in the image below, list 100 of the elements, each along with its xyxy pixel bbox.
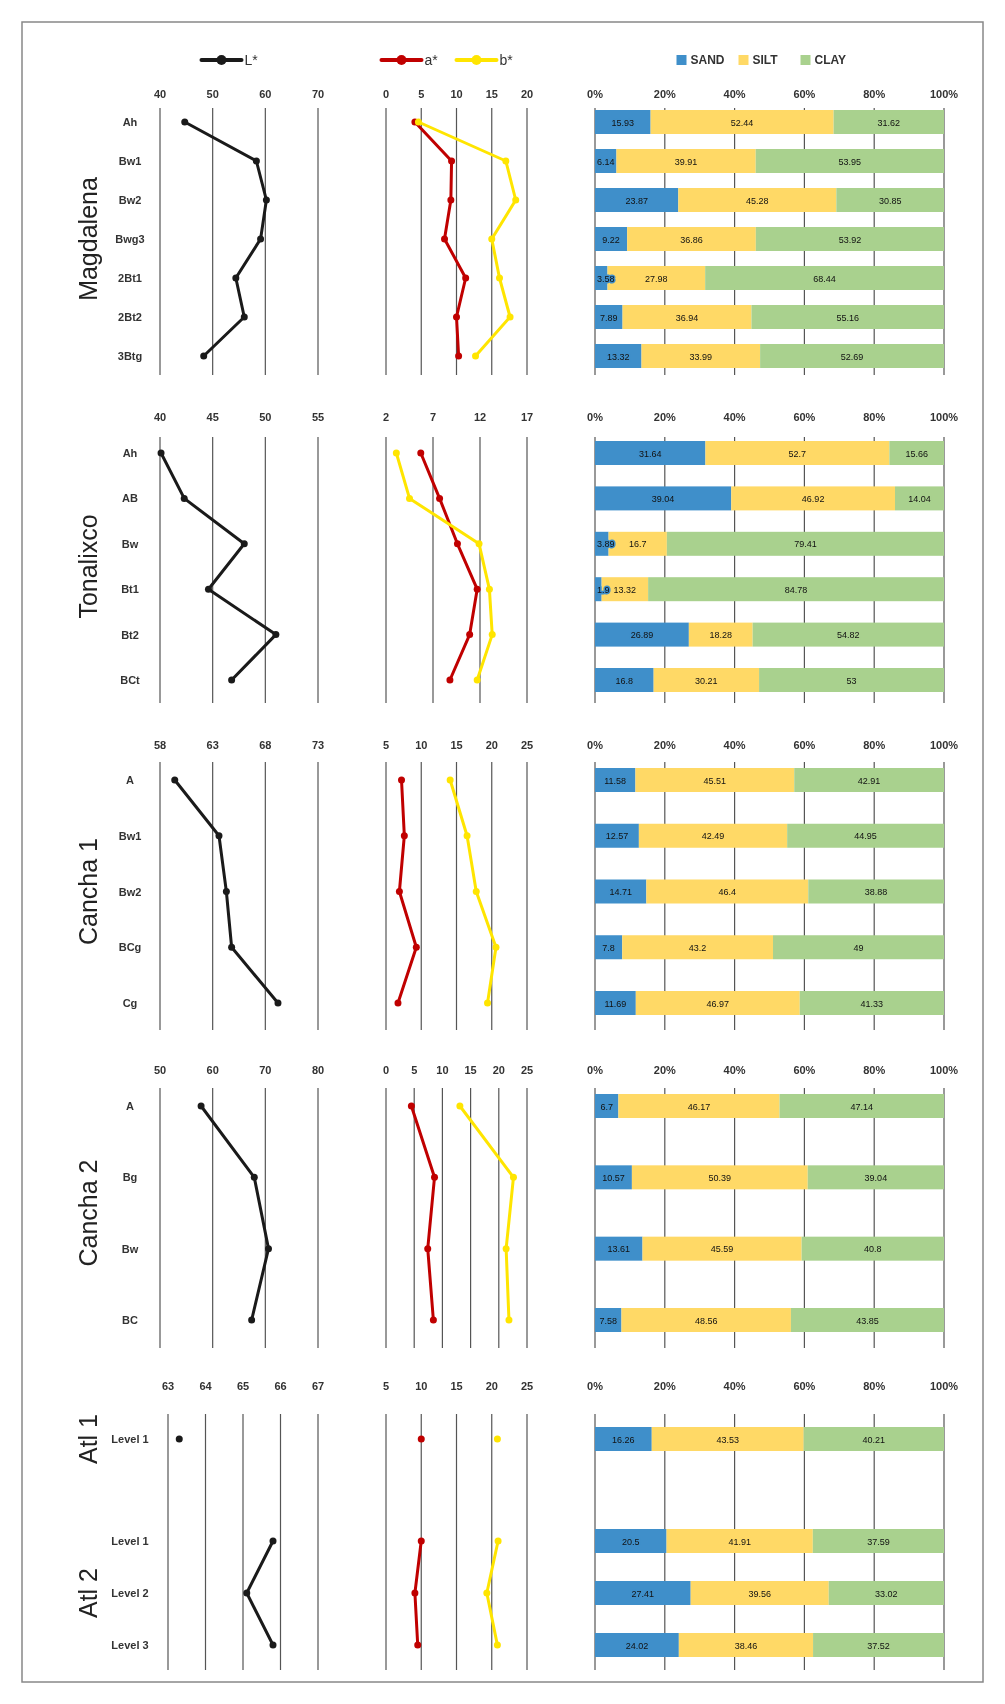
x-tick-label: 10 bbox=[450, 88, 463, 100]
y-tick-label: A bbox=[126, 1100, 135, 1112]
point bbox=[171, 776, 179, 784]
x-tick-label: 10 bbox=[436, 1064, 449, 1076]
bar bbox=[808, 879, 944, 904]
data-label: 55.16 bbox=[836, 312, 859, 323]
x-tick-label: 60% bbox=[793, 739, 816, 751]
x-tick-label: 5 bbox=[418, 88, 425, 100]
x-tick-label: 45 bbox=[206, 411, 219, 423]
x-tick-label: 40% bbox=[723, 1064, 746, 1076]
bar bbox=[635, 768, 795, 792]
x-tick-label: 40 bbox=[153, 88, 167, 100]
y-tick-label: Ah bbox=[122, 116, 138, 128]
data-label: 46.92 bbox=[801, 493, 825, 504]
data-label: 15.93 bbox=[611, 117, 635, 128]
data-label: 48.56 bbox=[694, 1315, 718, 1326]
x-tick-label: 0% bbox=[587, 88, 604, 100]
bar bbox=[799, 991, 944, 1015]
point bbox=[181, 118, 189, 126]
data-label: 40.8 bbox=[864, 1244, 882, 1255]
x-tick-label: 20% bbox=[653, 739, 677, 751]
data-label: 18.28 bbox=[709, 630, 733, 641]
y-tick-label: Bg bbox=[122, 1171, 138, 1184]
data-label: 16.26 bbox=[612, 1434, 635, 1445]
x-tick-label: 25 bbox=[520, 739, 534, 751]
data-label: 46.97 bbox=[706, 998, 730, 1009]
x-tick-label: 100% bbox=[929, 1064, 959, 1076]
x-tick-label: 58 bbox=[153, 739, 167, 751]
data-label: 33.02 bbox=[875, 1588, 898, 1599]
data-label: 11.69 bbox=[604, 998, 627, 1009]
x-tick-label: 0% bbox=[587, 1064, 604, 1076]
legend-label: SILT bbox=[752, 53, 779, 67]
data-label: 26.89 bbox=[630, 630, 654, 641]
y-tick-label: 2Bt2 bbox=[118, 311, 142, 323]
x-tick-label: 100% bbox=[929, 411, 959, 423]
data-label: 7.58 bbox=[599, 1315, 617, 1326]
y-tick-label: Level 1 bbox=[111, 1535, 149, 1547]
x-tick-label: 40% bbox=[723, 88, 746, 100]
point bbox=[431, 1173, 438, 1181]
x-tick-label: 0% bbox=[587, 411, 604, 423]
point bbox=[492, 943, 500, 951]
data-label: 30.21 bbox=[695, 675, 718, 686]
point bbox=[485, 585, 493, 593]
x-tick-label: 10 bbox=[415, 739, 428, 751]
data-label: 14.04 bbox=[908, 493, 931, 504]
point bbox=[392, 449, 400, 457]
y-tick-label: Bw2 bbox=[118, 194, 142, 206]
y-axis-title: Cancha 1 bbox=[74, 837, 102, 946]
data-label: 42.91 bbox=[857, 775, 881, 786]
x-tick-label: 64 bbox=[199, 1380, 213, 1392]
point bbox=[493, 1641, 501, 1649]
data-label: 49 bbox=[853, 942, 864, 953]
y-tick-label: Bw1 bbox=[118, 155, 142, 167]
bar bbox=[650, 110, 834, 134]
point bbox=[473, 585, 481, 593]
y-tick-label: Bt2 bbox=[121, 628, 139, 641]
point bbox=[406, 494, 413, 502]
data-label: 15.66 bbox=[905, 448, 928, 459]
bar bbox=[787, 823, 945, 848]
point bbox=[400, 832, 408, 840]
x-tick-label: 20 bbox=[485, 1380, 498, 1392]
bar bbox=[638, 823, 788, 848]
bar bbox=[813, 1633, 944, 1657]
x-tick-label: 70 bbox=[311, 88, 325, 100]
point bbox=[257, 235, 265, 243]
x-tick-label: 100% bbox=[929, 1380, 959, 1392]
point bbox=[472, 352, 480, 360]
x-tick-label: 73 bbox=[311, 739, 325, 751]
x-tick-label: 40% bbox=[723, 411, 746, 423]
data-label: 36.94 bbox=[675, 312, 699, 323]
x-tick-label: 40% bbox=[723, 1380, 746, 1392]
x-tick-label: 20 bbox=[520, 88, 534, 100]
y-tick-label: 3Btg bbox=[117, 350, 143, 362]
x-tick-label: 67 bbox=[311, 1380, 325, 1392]
legend-label: SAND bbox=[690, 53, 725, 67]
x-tick-label: 20% bbox=[653, 411, 677, 423]
bar bbox=[646, 879, 809, 904]
data-label: 27.41 bbox=[631, 1588, 655, 1599]
x-tick-label: 60% bbox=[793, 88, 816, 100]
data-label: 45.51 bbox=[703, 775, 727, 786]
point bbox=[446, 676, 454, 684]
data-label: 31.64 bbox=[638, 448, 662, 459]
point bbox=[447, 196, 455, 204]
bar bbox=[641, 344, 761, 368]
point bbox=[228, 943, 236, 951]
data-label: 6.7 bbox=[600, 1101, 613, 1112]
x-tick-label: 55 bbox=[311, 411, 325, 423]
x-tick-label: 20% bbox=[653, 1064, 677, 1076]
point bbox=[180, 494, 188, 502]
bar bbox=[622, 935, 773, 960]
x-tick-label: 5 bbox=[382, 1380, 390, 1392]
x-tick-label: 60% bbox=[793, 1380, 816, 1392]
point bbox=[407, 1102, 415, 1110]
data-label: 7.89 bbox=[600, 312, 618, 323]
data-label: 54.82 bbox=[837, 630, 860, 641]
y-tick-label: Level 3 bbox=[111, 1639, 149, 1651]
point bbox=[215, 832, 223, 840]
x-tick-label: 20% bbox=[653, 1380, 677, 1392]
bar bbox=[755, 149, 944, 173]
data-label: 47.14 bbox=[850, 1101, 874, 1112]
